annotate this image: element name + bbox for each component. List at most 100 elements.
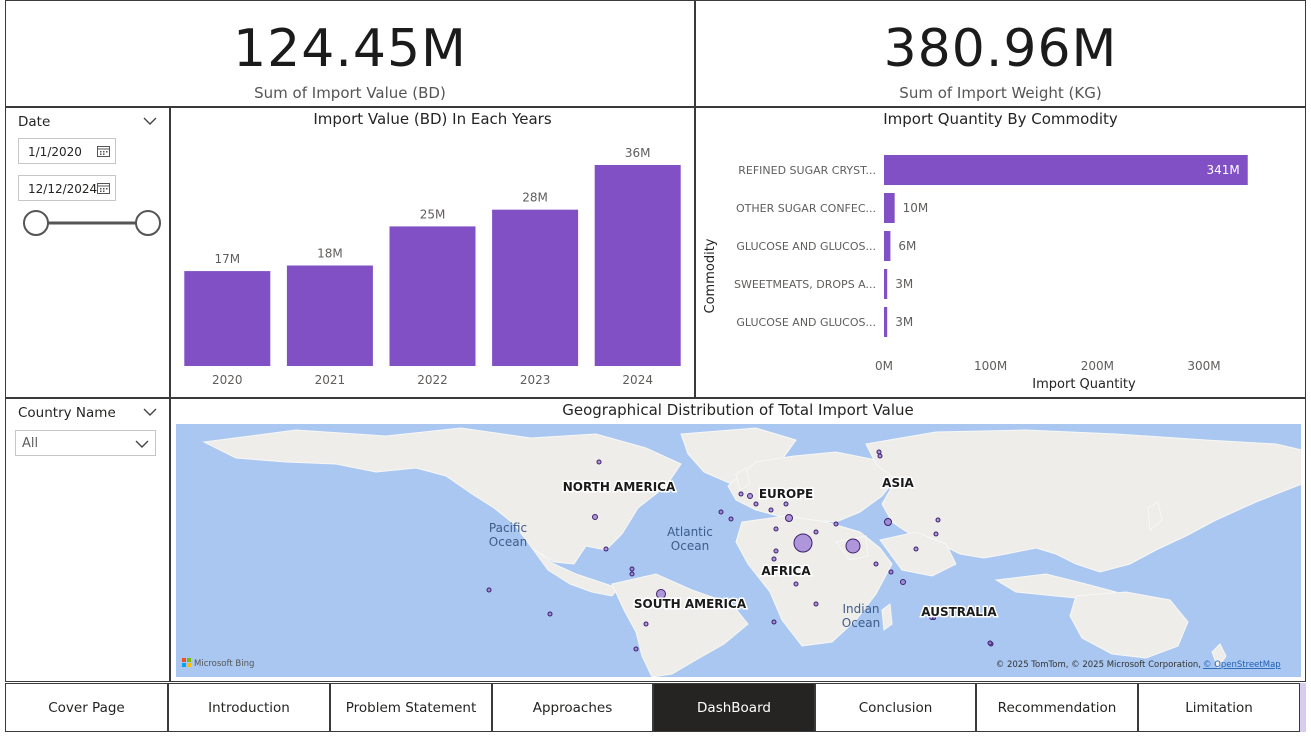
- bubble-13[interactable]: [773, 526, 779, 532]
- bar-2024[interactable]: [594, 165, 681, 366]
- bubble-3[interactable]: [656, 589, 666, 599]
- bubble-28[interactable]: [771, 619, 777, 625]
- map-visual: Geographical Distribution of Total Impor…: [170, 398, 1306, 682]
- label-atlantic-2: Ocean: [671, 539, 709, 553]
- bubble-36[interactable]: [629, 566, 635, 572]
- date-slicer-title: Date: [18, 114, 51, 130]
- commodity-bar[interactable]: [884, 307, 888, 337]
- bubble-17[interactable]: [768, 507, 774, 513]
- bubble-5[interactable]: [785, 514, 793, 522]
- bubble-2[interactable]: [845, 538, 861, 554]
- label-north-america: NORTH AMERICA: [563, 480, 676, 494]
- end-date-value: 12/12/2024: [28, 182, 98, 196]
- bubble-9[interactable]: [900, 579, 906, 585]
- bubble-7[interactable]: [762, 488, 770, 496]
- start-date-input[interactable]: 1/1/2020: [18, 138, 116, 164]
- map-title: Geographical Distribution of Total Impor…: [562, 401, 914, 419]
- bubble-27[interactable]: [813, 601, 819, 607]
- bubble-30[interactable]: [888, 569, 894, 575]
- slider-handle-end[interactable]: [135, 210, 161, 236]
- nav-limitation[interactable]: Limitation: [1138, 683, 1300, 732]
- bubble-24[interactable]: [633, 646, 639, 652]
- country-dropdown[interactable]: All: [15, 430, 156, 456]
- label-indian-2: Ocean: [842, 616, 880, 630]
- commodity-bar[interactable]: [884, 155, 1248, 185]
- bubble-38[interactable]: [486, 587, 492, 593]
- commodity-bar-chart: Import Quantity By Commodity Commodity I…: [695, 107, 1306, 398]
- windows-icon: [182, 658, 186, 662]
- kpi-card-import-value: 124.45M Sum of Import Value (BD): [5, 0, 695, 107]
- bar-2023[interactable]: [492, 209, 579, 366]
- data-label: 36M: [625, 146, 651, 160]
- kpi-card-import-weight: 380.96M Sum of Import Weight (KG): [695, 0, 1306, 107]
- kpi-value: 124.45M: [233, 19, 467, 79]
- nav-cover-page[interactable]: Cover Page: [5, 683, 168, 732]
- commodity-bar[interactable]: [884, 269, 888, 299]
- kpi-label: Sum of Import Value (BD): [254, 84, 446, 102]
- calendar-icon[interactable]: [97, 182, 110, 194]
- bubble-41[interactable]: [773, 548, 779, 554]
- world-map[interactable]: NORTH AMERICA EUROPE ASIA AFRICA SOUTH A…: [176, 424, 1301, 677]
- end-date-input[interactable]: 12/12/2024: [18, 175, 116, 201]
- openstreetmap-link[interactable]: © OpenStreetMap: [1203, 660, 1281, 670]
- bubble-16[interactable]: [753, 501, 759, 507]
- date-range-slider[interactable]: [20, 208, 164, 238]
- chevron-down-icon: [135, 440, 149, 448]
- bubbles[interactable]: [486, 449, 994, 652]
- bubble-8[interactable]: [747, 493, 753, 499]
- x-tick-label: 2022: [417, 373, 448, 387]
- bubble-35[interactable]: [932, 616, 936, 620]
- commodity-bar[interactable]: [884, 193, 895, 223]
- bubble-21[interactable]: [603, 546, 609, 552]
- nav-dashboard[interactable]: DashBoard: [653, 683, 815, 732]
- label-atlantic-1: Atlantic: [667, 525, 713, 539]
- chevron-down-icon[interactable]: [143, 407, 157, 417]
- bubble-34[interactable]: [931, 609, 937, 615]
- chevron-down-icon[interactable]: [143, 116, 157, 126]
- slider-handle-start[interactable]: [23, 210, 49, 236]
- bar-2022[interactable]: [389, 226, 476, 366]
- bubble-12[interactable]: [813, 529, 819, 535]
- label-indian-1: Indian: [842, 602, 879, 616]
- bubble-20[interactable]: [728, 516, 734, 522]
- bubble-39[interactable]: [596, 459, 602, 465]
- x-tick-label: 2021: [315, 373, 346, 387]
- map-canvas[interactable]: NORTH AMERICA EUROPE ASIA AFRICA SOUTH A…: [176, 424, 1301, 677]
- bubble-42[interactable]: [933, 531, 939, 537]
- bing-logo: Microsoft Bing: [182, 658, 254, 669]
- bubble-25[interactable]: [771, 556, 777, 562]
- nav-introduction[interactable]: Introduction: [168, 683, 330, 732]
- start-date-value: 1/1/2020: [28, 145, 82, 159]
- bubble-37[interactable]: [547, 611, 553, 617]
- bubble-31[interactable]: [913, 546, 919, 552]
- nav-problem-statement[interactable]: Problem Statement: [330, 683, 492, 732]
- bubble-23[interactable]: [643, 621, 649, 627]
- bubble-19[interactable]: [718, 509, 724, 515]
- bubble-1[interactable]: [793, 533, 813, 553]
- nav-recommendation[interactable]: Recommendation: [976, 683, 1138, 732]
- bubble-43[interactable]: [987, 640, 993, 646]
- bubble-11[interactable]: [877, 453, 883, 459]
- nav-approaches[interactable]: Approaches: [492, 683, 653, 732]
- commodity-bar[interactable]: [884, 231, 891, 261]
- calendar-icon[interactable]: [97, 145, 110, 157]
- bubble-32[interactable]: [935, 517, 941, 523]
- bar-2021[interactable]: [286, 265, 373, 367]
- bubble-6[interactable]: [884, 518, 892, 526]
- bubble-14[interactable]: [833, 521, 839, 527]
- bubble-18[interactable]: [783, 501, 789, 507]
- data-label: 28M: [522, 191, 548, 205]
- bubble-22[interactable]: [629, 571, 635, 577]
- bubble-15[interactable]: [738, 491, 744, 497]
- bubble-29[interactable]: [873, 561, 879, 567]
- x-tick-label: 0M: [875, 359, 893, 373]
- label-australia: AUSTRALIA: [921, 605, 997, 619]
- bar-2020[interactable]: [184, 271, 271, 366]
- nav-scroll-accent: [1300, 683, 1306, 732]
- bubble-4[interactable]: [592, 514, 598, 520]
- label-europe: EUROPE: [759, 487, 813, 501]
- bubble-33[interactable]: [876, 449, 882, 455]
- label-pacific-2: Ocean: [489, 535, 527, 549]
- nav-conclusion[interactable]: Conclusion: [815, 683, 976, 732]
- bubble-26[interactable]: [793, 581, 799, 587]
